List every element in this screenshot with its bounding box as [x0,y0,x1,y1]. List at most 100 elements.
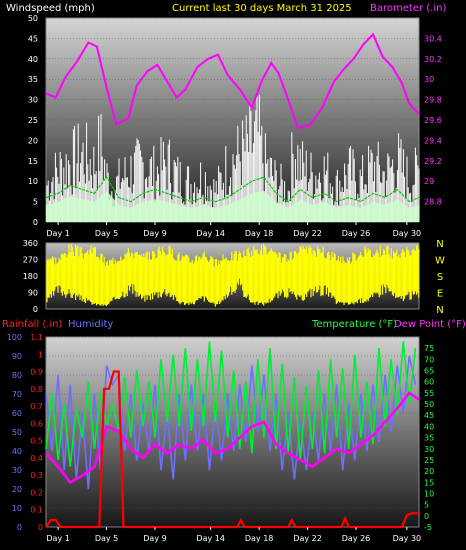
humidity-y-tick-label: 20 [12,485,22,494]
wind-x-tick-label: Day 9 [143,229,166,238]
temperature-y-tick-label: 55 [424,389,434,398]
rain-y-tick-label: 0.4 [30,454,43,463]
wind-y-tick-label: 5 [33,198,38,207]
wind-x-tick-label: Day 30 [393,229,422,238]
temperature-y-tick-label: 10 [424,489,434,498]
wind-x-tick-label: Day 1 [46,229,69,238]
temperature-x-tick-label: Day 30 [393,534,422,543]
barometer-y-tick-label: 29.4 [424,136,442,145]
rain-y-tick-label: 0.9 [30,368,43,377]
wind-y-ticks: 0 5 10 15 20 25 30 35 40 45 50 [28,14,38,227]
temperature-y-tick-label: 40 [424,422,434,431]
temperature-y-tick-label: 20 [424,467,434,476]
temperature-y-tick-label: 0 [424,512,429,521]
temperature-x-tick-label: Day 9 [143,534,166,543]
average-wind-band [46,190,419,222]
compass-label: N [436,305,443,316]
direction-y-tick-label: 0 [33,305,38,314]
wind-y-tick-label: 20 [28,136,38,145]
rain-y-tick-label: 1.1 [30,333,43,342]
dewpoint-line [45,391,420,484]
temperature-x-tick-label: Day 1 [46,534,69,543]
temperature-x-tick-label: Day 5 [95,534,118,543]
humidity-y-tick-label: 90 [12,352,22,361]
humidity-y-tick-label: 100 [7,333,22,342]
rain-y-tick-label: 0.3 [30,471,43,480]
average-wind-line [45,176,420,203]
barometer-y-tick-label: 29.8 [424,96,442,105]
rain-y-tick-label: 0.6 [30,419,43,428]
wind-y-tick-label: 25 [28,116,38,125]
barometer-y-ticks: 28.8 29 29.2 29.4 29.6 29.8 30 30.2 30.4 [424,34,442,206]
temperature-y-tick-label: 25 [424,456,434,465]
direction-y-tick-label: 90 [28,289,38,298]
humidity-y-tick-label: 50 [12,428,22,437]
rain-y-tick-label: 0.8 [30,385,43,394]
humidity-y-tick-label: 80 [12,371,22,380]
barometer-y-tick-label: 29.6 [424,116,442,125]
barometer-line [45,32,420,130]
wind-x-tick-label: Day 26 [342,229,371,238]
rain-y-tick-label: 1 [38,350,43,359]
compass-label: W [435,256,445,267]
temperature-y-tick-label: 50 [424,400,434,409]
temperature-line [45,341,417,467]
temperature-series [45,341,420,529]
wind-x-tick-label: Day 22 [293,229,322,238]
temperature-y-tick-label: 45 [424,411,434,420]
wind-y-tick-label: 10 [28,177,38,186]
wind-x-tick-label: Day 18 [245,229,274,238]
barometer-y-tick-label: 29 [424,177,434,186]
temperature-x-ticks: Day 1 Day 5 Day 9 Day 14 Day 18 Day 22 Day 26 D… [46,527,421,543]
temperature-x-tick-label: Day 22 [293,534,322,543]
humidity-y-ticks: 0 10 20 30 40 50 60 70 80 90 100 [7,333,22,532]
humidity-y-tick-label: 10 [12,504,22,513]
barometer-y-tick-label: 28.8 [424,198,442,207]
temperature-y-tick-label: 75 [424,344,434,353]
left-axis-title: Windspeed (mph) [6,3,95,14]
wind-y-tick-label: 50 [28,14,38,23]
dewpoint-axis-title: Dew Point (°F) [394,319,466,330]
temperature-y-tick-label: 30 [424,445,434,454]
barometer-y-tick-label: 30.4 [424,34,442,43]
rain-y-tick-label: 0.5 [30,437,43,446]
temperature-y-tick-label: 15 [424,478,434,487]
rain-y-ticks: 0 0.1 0.2 0.3 0.4 0.5 0.6 0.7 0.8 0.9 1 1.1 [30,333,43,532]
rain-y-tick-label: 0.7 [30,402,43,411]
temperature-x-tick-label: Day 26 [342,534,371,543]
temperature-axis-title: Temperature (°F) [311,319,397,330]
temperature-y-tick-label: 35 [424,434,434,443]
rain-y-tick-label: 0 [38,523,43,532]
humidity-y-tick-label: 40 [12,447,22,456]
humidity-y-tick-label: 60 [12,409,22,418]
wind-y-tick-label: 30 [28,96,38,105]
wind-series [45,94,420,222]
barometer-y-tick-label: 30.2 [424,55,442,64]
temperature-x-tick-label: Day 14 [196,534,225,543]
right-axis-title: Barometer (.in) [370,3,446,14]
compass-label: S [437,272,443,283]
wind-y-tick-label: 40 [28,55,38,64]
temperature-y-tick-label: 65 [424,367,434,376]
wind-y-tick-label: 35 [28,75,38,84]
humidity-y-tick-label: 0 [17,523,22,532]
barometer-y-tick-label: 29.2 [424,157,442,166]
barometer-y-tick-label: 30 [424,75,434,84]
temperature-y-tick-label: 5 [424,501,429,510]
direction-y-tick-label: 360 [23,239,38,248]
temperature-y-tick-label: -5 [424,523,432,532]
wind-x-tick-label: Day 14 [196,229,225,238]
humidity-y-tick-label: 30 [12,466,22,475]
barometer-series [45,32,420,130]
temperature-y-ticks: -5 0 5 10 15 20 25 30 35 40 45 50 55 60 65 70 75 [424,344,434,532]
wind-y-tick-label: 0 [33,218,38,227]
direction-y-tick-label: 180 [23,272,38,281]
humidity-axis-title: Humidity [68,319,113,330]
temperature-y-tick-label: 60 [424,378,434,387]
wind-y-tick-label: 45 [28,34,38,43]
humidity-y-tick-label: 70 [12,390,22,399]
rainfall-axis-title: Rainfall (.in) [2,319,63,330]
rain-y-tick-label: 0.1 [30,506,43,515]
